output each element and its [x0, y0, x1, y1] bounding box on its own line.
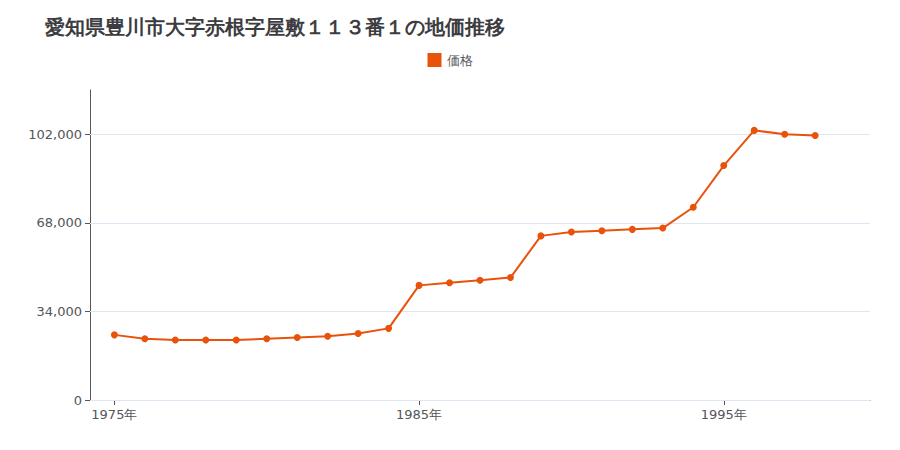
- svg-text:102,000: 102,000: [28, 127, 82, 142]
- svg-text:価格: 価格: [447, 53, 473, 68]
- svg-text:愛知県豊川市大字赤根字屋敷１１３番１の地価推移: 愛知県豊川市大字赤根字屋敷１１３番１の地価推移: [45, 15, 505, 39]
- svg-text:1975年: 1975年: [91, 407, 137, 422]
- svg-text:34,000: 34,000: [37, 304, 83, 319]
- svg-text:1995年: 1995年: [701, 407, 747, 422]
- svg-text:68,000: 68,000: [37, 215, 83, 230]
- svg-text:1985年: 1985年: [396, 407, 442, 422]
- svg-text:0: 0: [74, 393, 82, 408]
